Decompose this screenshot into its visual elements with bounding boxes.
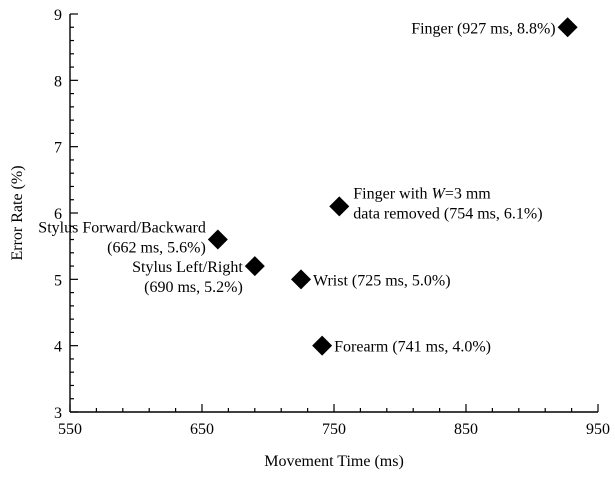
y-axis-title: Error Rate (%) xyxy=(9,165,26,260)
x-tick-label: 850 xyxy=(454,421,478,438)
y-tick-label: 9 xyxy=(54,7,62,24)
data-point-label: Wrist (725 ms, 5.0%) xyxy=(313,272,451,289)
data-point-label-line: Forearm (741 ms, 4.0%) xyxy=(334,339,491,356)
x-tick-label: 550 xyxy=(58,421,82,438)
data-point-label: Stylus Left/Right (690 ms, 5.2%) xyxy=(132,259,243,296)
data-point-marker xyxy=(244,256,265,277)
data-point-marker xyxy=(329,196,350,217)
data-point-label: Stylus Forward/Backward (662 ms, 5.6%) xyxy=(38,220,206,257)
data-point-label-line: Finger (927 ms, 8.8%) xyxy=(411,20,555,37)
data-point-label-line: Stylus Forward/Backward xyxy=(38,220,206,237)
data-points xyxy=(207,17,578,356)
x-tick-label: 950 xyxy=(586,421,610,438)
data-point-label-line: Stylus Left/Right xyxy=(132,259,243,276)
x-axis-title: Movement Time (ms) xyxy=(264,453,404,470)
data-point-label-line: Wrist (725 ms, 5.0%) xyxy=(313,272,451,289)
data-point-label-line: Finger with W=3 mm xyxy=(353,185,491,202)
data-point-marker xyxy=(312,335,333,356)
y-tick-label: 8 xyxy=(54,73,62,90)
data-point-marker xyxy=(557,17,578,38)
x-tick-label: 650 xyxy=(190,421,214,438)
data-point-marker xyxy=(291,269,311,290)
data-point-label-line: (662 ms, 5.6%) xyxy=(107,240,206,257)
variable-w: W xyxy=(431,185,446,202)
y-tick-label: 6 xyxy=(54,206,62,223)
x-tick-label: 750 xyxy=(322,421,346,438)
y-tick-label: 3 xyxy=(54,405,62,422)
ticks: 3 4 5 6 7 8 9 550 650 750 850 950 xyxy=(54,7,610,438)
data-point-label: Finger (927 ms, 8.8%) xyxy=(411,20,555,37)
point-labels: Finger (927 ms, 8.8%) Finger with W=3 mm d… xyxy=(38,20,555,355)
y-tick-label: 4 xyxy=(54,339,62,356)
data-point-label-line: data removed (754 ms, 6.1%) xyxy=(353,205,542,222)
data-point-label-line: (690 ms, 5.2%) xyxy=(144,279,243,296)
data-point-marker xyxy=(207,229,228,250)
data-point-label: Finger with W=3 mm data removed (754 ms, … xyxy=(353,185,542,222)
y-tick-label: 7 xyxy=(54,140,62,157)
y-tick-label: 5 xyxy=(54,272,62,289)
data-point-label: Forearm (741 ms, 4.0%) xyxy=(334,339,491,356)
